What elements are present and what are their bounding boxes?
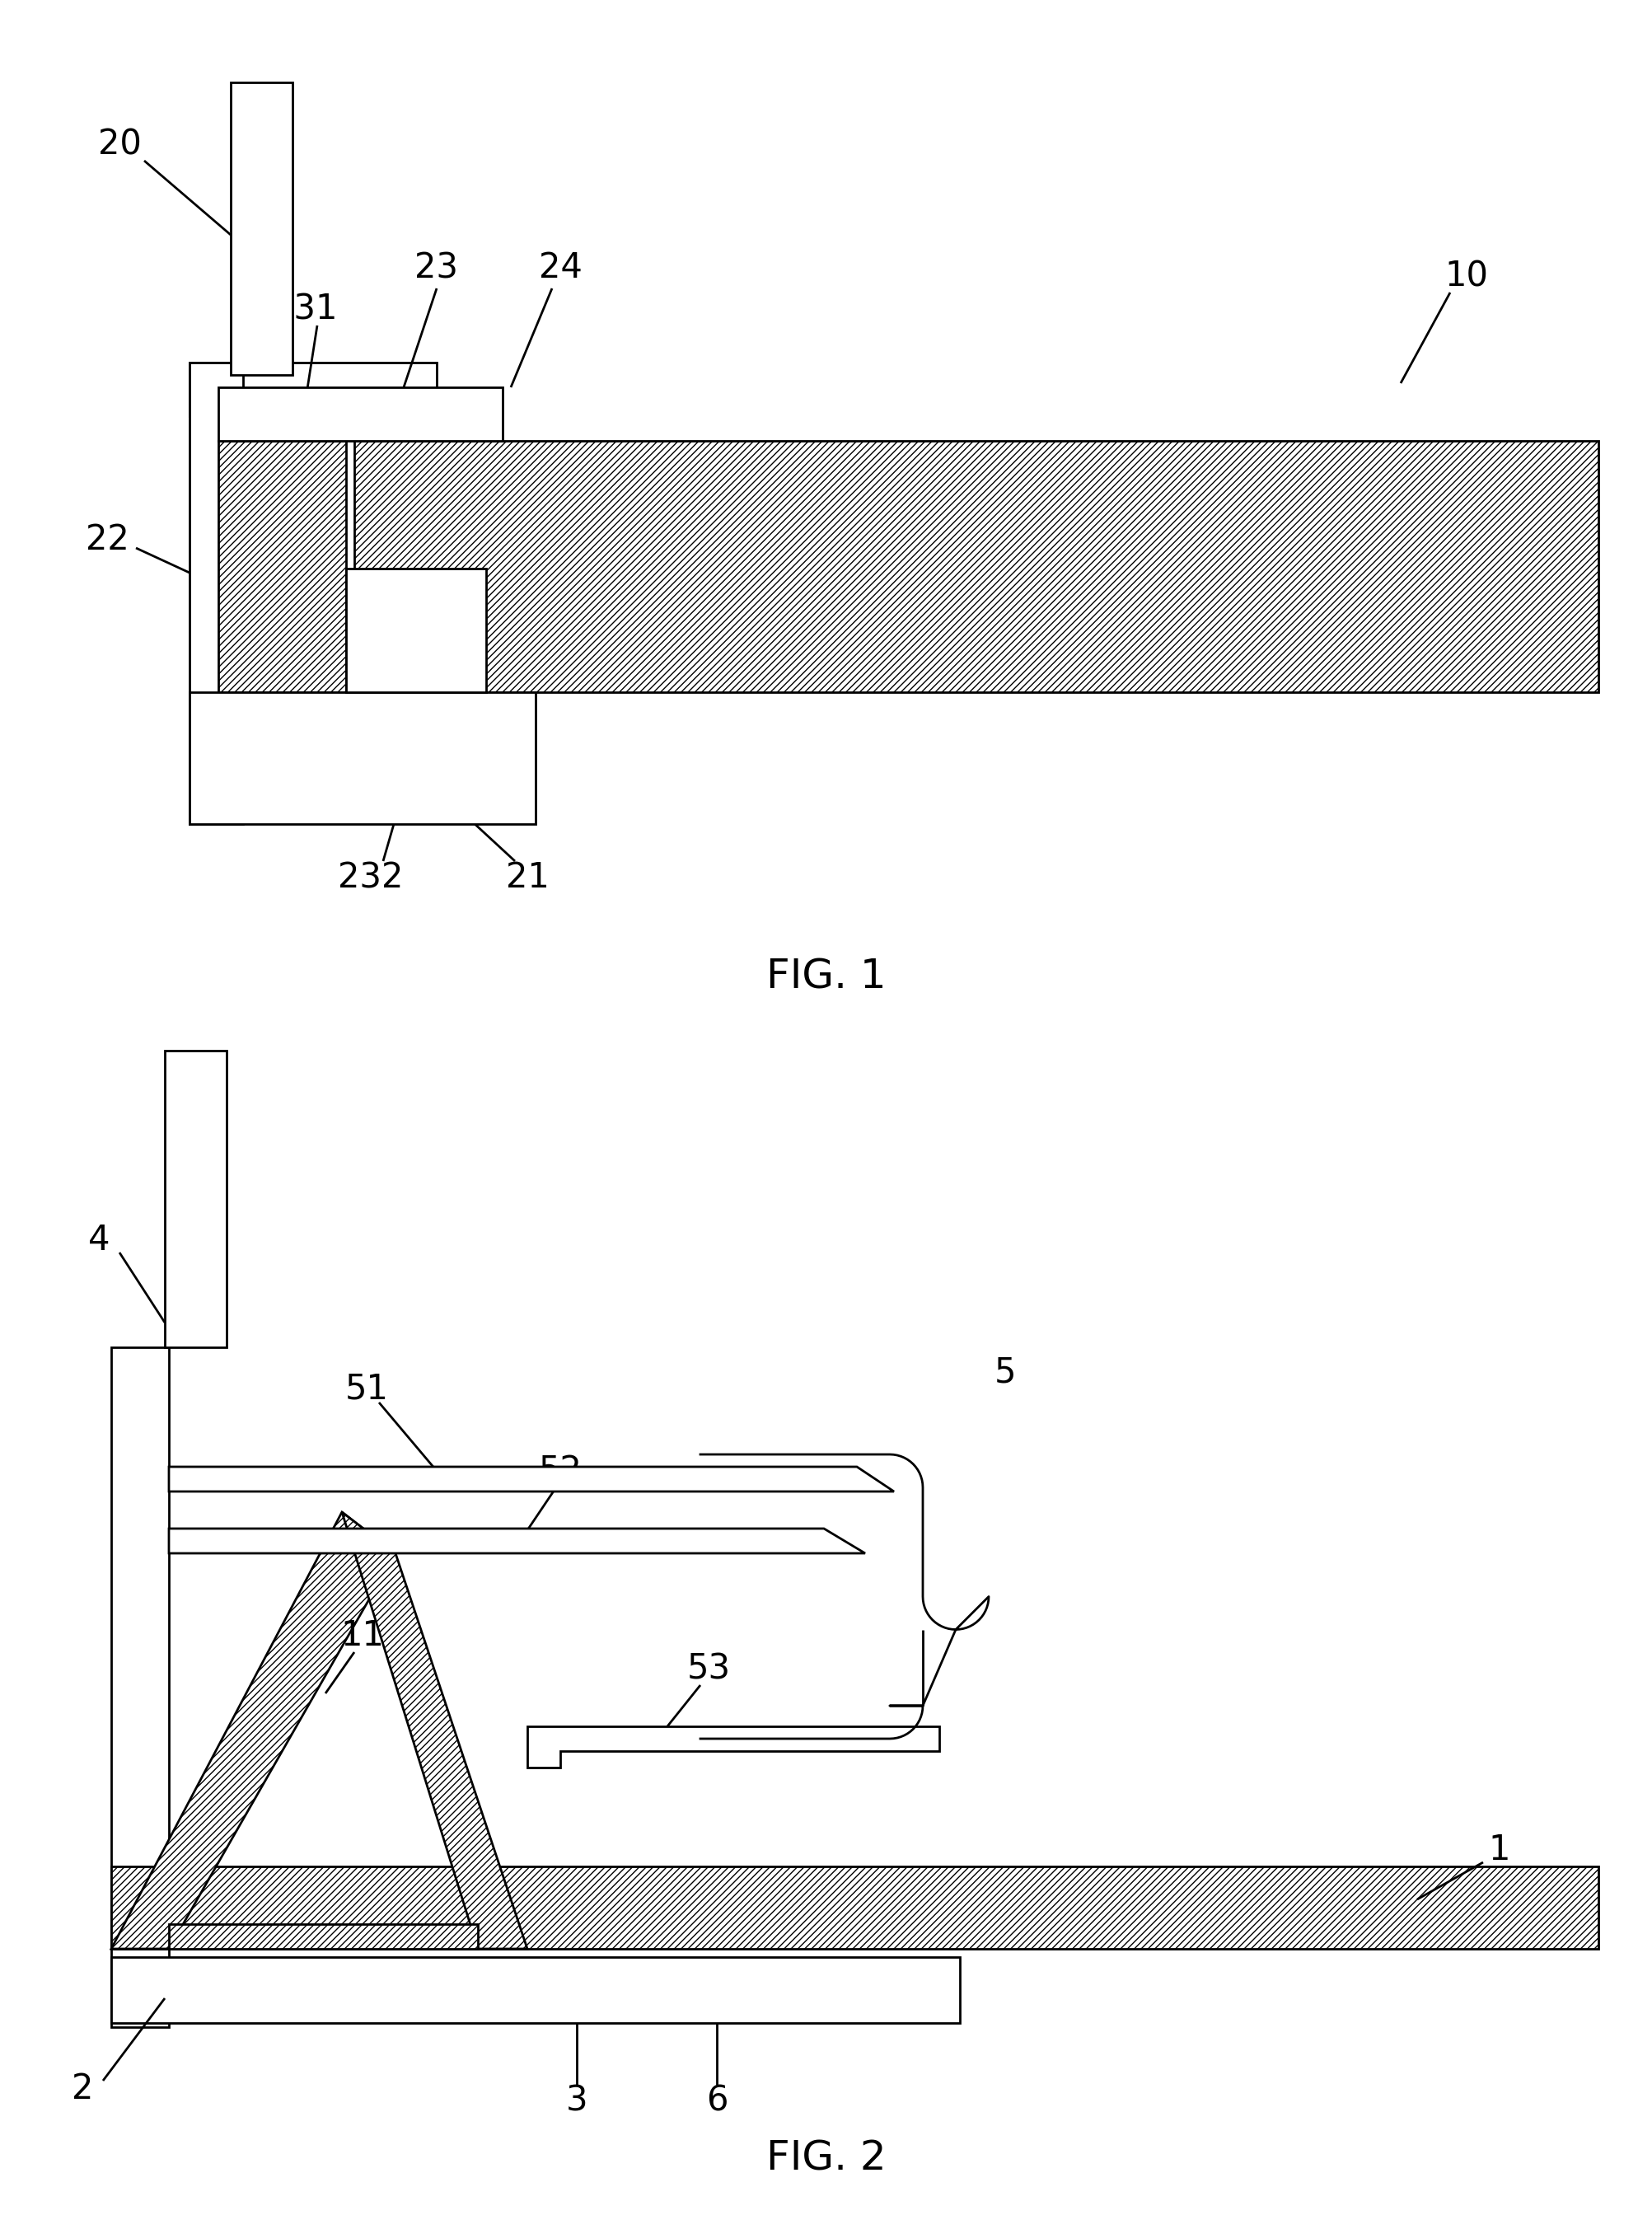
Bar [345, 568, 486, 693]
Text: FIG. 2: FIG. 2 [767, 2140, 885, 2178]
Text: 4: 4 [88, 1224, 109, 1257]
Bar [111, 1957, 960, 2024]
Bar [354, 441, 1597, 693]
Text: FIG. 1: FIG. 1 [767, 956, 885, 996]
Text: 24: 24 [539, 250, 582, 285]
Bar [218, 388, 502, 441]
Bar [218, 441, 345, 693]
Polygon shape [169, 1467, 894, 1491]
Polygon shape [111, 1511, 395, 1948]
Text: 5: 5 [995, 1355, 1016, 1389]
Text: 23: 23 [415, 250, 458, 285]
Text: 231: 231 [273, 292, 337, 325]
Text: 21: 21 [506, 860, 548, 894]
Bar [169, 1924, 477, 1948]
Text: 22: 22 [86, 522, 129, 557]
Bar [190, 363, 436, 417]
Text: 2: 2 [71, 2071, 93, 2106]
Text: 51: 51 [345, 1371, 388, 1406]
Polygon shape [169, 1529, 864, 1554]
Bar [111, 1866, 1597, 1948]
Text: 53: 53 [686, 1652, 730, 1685]
Text: 3: 3 [565, 2084, 588, 2118]
Text: 11: 11 [340, 1618, 385, 1654]
Text: 232: 232 [339, 860, 403, 894]
Polygon shape [342, 1511, 527, 1948]
Text: 20: 20 [97, 127, 140, 160]
Bar [165, 1050, 226, 1346]
Text: 10: 10 [1444, 259, 1488, 294]
Text: 52: 52 [539, 1453, 582, 1489]
Text: 1: 1 [1488, 1832, 1510, 1868]
Bar [190, 363, 243, 825]
Bar [190, 693, 535, 825]
Bar [111, 1346, 169, 2026]
Text: 6: 6 [705, 2084, 727, 2118]
Bar [231, 82, 292, 374]
Polygon shape [527, 1725, 938, 1768]
